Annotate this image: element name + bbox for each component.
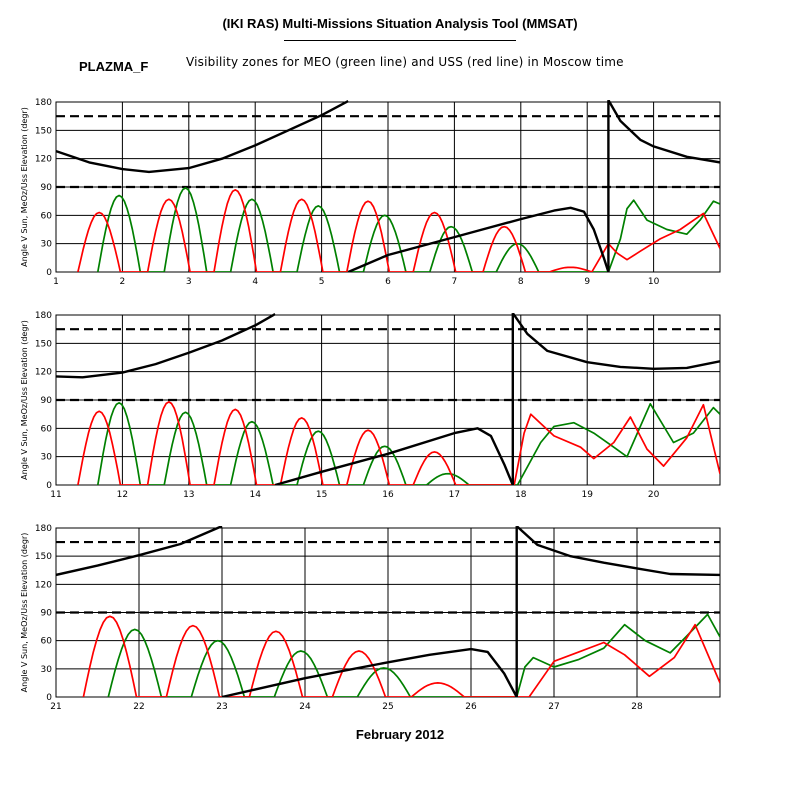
sun-angle-line — [607, 100, 720, 164]
panel-2: 0 30 60 90 120 150 180 11 12 13 14 15 16 17 18 19 20 Angl… — [20, 311, 721, 500]
x-tick-label: 14 — [249, 490, 261, 500]
sun-angle-line — [274, 427, 514, 485]
uss-series-line — [82, 615, 720, 697]
x-tick-label: 7 — [452, 277, 458, 287]
x-tick-label: 13 — [183, 490, 194, 500]
y-tick-label: 0 — [46, 268, 52, 278]
x-tick-label: 1 — [53, 277, 59, 287]
x-tick-label: 2 — [120, 277, 126, 287]
x-tick-label: 17 — [449, 490, 460, 500]
y-tick-label: 90 — [41, 183, 53, 193]
chart-subtitle: Visibility zones for MEO (green line) an… — [186, 55, 624, 69]
y-tick-label: 60 — [41, 211, 53, 221]
x-tick-label: 16 — [382, 490, 394, 500]
x-tick-label: 21 — [50, 702, 61, 712]
x-tick-label: 19 — [581, 490, 593, 500]
page-title: (IKI RAS) Multi-Missions Situation Analy… — [222, 16, 578, 31]
x-tick-label: 4 — [252, 277, 258, 287]
y-tick-label: 150 — [35, 339, 52, 349]
sun-angle-line — [511, 313, 720, 370]
uss-series-line — [77, 188, 720, 272]
panel-1: 0 30 60 90 120 150 180 1 2 3 4 5 6 7 8 9 10 Angle V Sun, … — [20, 98, 721, 287]
x-tick-label: 20 — [648, 490, 660, 500]
x-tick-label: 27 — [548, 702, 559, 712]
x-tick-label: 22 — [133, 702, 144, 712]
x-tick-label: 11 — [50, 490, 61, 500]
x-tick-label: 9 — [584, 277, 590, 287]
x-tick-label: 5 — [319, 277, 325, 287]
sun-angle-line — [56, 313, 276, 379]
x-tick-label: 10 — [648, 277, 660, 287]
series-group — [56, 100, 720, 272]
x-tick-label: 3 — [186, 277, 192, 287]
meo-series-line — [96, 401, 720, 485]
panel-3: 0 30 60 90 120 150 180 21 22 23 24 25 26 27 28 Angle V … — [20, 524, 721, 712]
y-tick-label: 180 — [35, 98, 52, 108]
y-tick-label: 180 — [35, 524, 52, 534]
x-tick-label: 8 — [518, 277, 524, 287]
y-tick-label: 120 — [35, 155, 52, 165]
x-tick-label: 23 — [216, 702, 227, 712]
y-axis-label: Angle V Sun, MeOz/Uss Elevation (degr) — [20, 107, 29, 267]
y-tick-label: 30 — [41, 453, 53, 463]
sun-angle-line — [515, 526, 720, 577]
sun-angle-line — [56, 100, 349, 174]
x-tick-label: 15 — [316, 490, 327, 500]
x-axis-label: February 2012 — [355, 727, 445, 742]
y-tick-label: 150 — [35, 126, 52, 136]
mission-name: PLAZMA_F — [79, 59, 149, 74]
x-tick-label: 24 — [299, 702, 311, 712]
y-tick-label: 0 — [46, 693, 52, 703]
x-tick-label: 6 — [385, 277, 391, 287]
y-tick-label: 120 — [35, 368, 52, 378]
y-tick-label: 0 — [46, 481, 52, 491]
y-axis-label: Angle V Sun, MeOz/Uss Elevation (degr) — [20, 320, 29, 480]
x-tick-label: 28 — [631, 702, 643, 712]
y-tick-label: 180 — [35, 311, 52, 321]
y-tick-label: 30 — [41, 240, 53, 250]
series-group — [56, 313, 720, 485]
y-tick-label: 60 — [41, 637, 53, 647]
y-tick-label: 120 — [35, 580, 52, 590]
y-axis-label: Angle V Sun, MeOz/Uss Elevation (degr) — [20, 533, 29, 693]
uss-series-line — [77, 401, 720, 485]
y-tick-label: 150 — [35, 552, 52, 562]
y-tick-label: 60 — [41, 424, 53, 434]
sun-angle-line — [56, 526, 223, 577]
y-tick-label: 90 — [41, 396, 53, 406]
y-tick-label: 90 — [41, 609, 53, 619]
sun-angle-line — [347, 206, 610, 272]
x-tick-label: 26 — [465, 702, 477, 712]
sun-angle-line — [221, 647, 518, 697]
title-underline — [284, 40, 516, 41]
x-tick-label: 18 — [515, 490, 527, 500]
x-tick-label: 25 — [382, 702, 393, 712]
series-group — [56, 526, 720, 697]
y-tick-label: 30 — [41, 665, 53, 675]
x-tick-label: 12 — [117, 490, 128, 500]
meo-series-line — [107, 613, 720, 697]
